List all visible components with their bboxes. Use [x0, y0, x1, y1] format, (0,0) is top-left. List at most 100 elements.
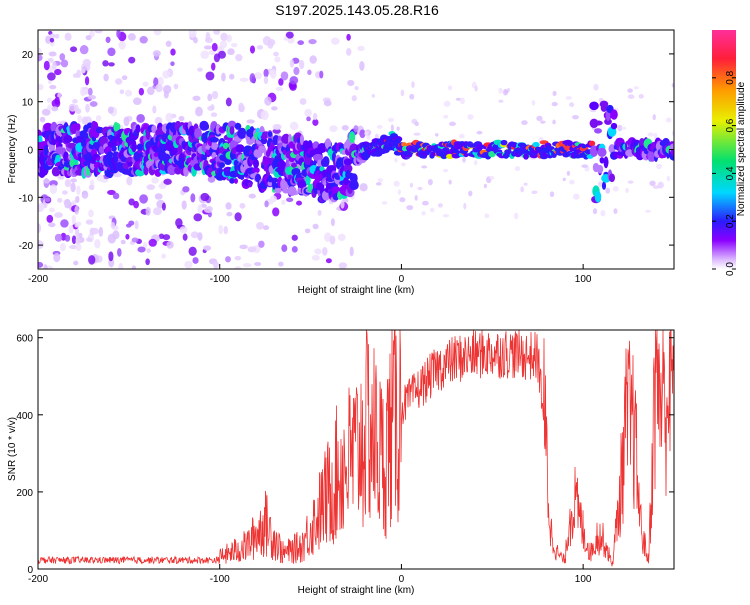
spectrogram-cell: [297, 180, 307, 189]
spectrogram-y-tick-label: 20: [22, 50, 34, 61]
spectrogram-noise-cell: [38, 47, 42, 54]
spectrogram-noise-cell: [69, 244, 78, 250]
spectrogram-noise-cell: [118, 40, 126, 50]
snr-y-tick-label: 200: [16, 488, 33, 499]
spectrogram-noise-cell: [274, 56, 281, 63]
spectrogram-noise-cell: [264, 200, 269, 208]
spectrogram-noise-cell: [503, 88, 508, 96]
spectrogram-noise-cell: [381, 201, 388, 205]
spectrogram-noise-cell: [80, 68, 86, 74]
spectrogram-noise-cell: [225, 97, 232, 107]
spectrogram-noise-cell: [234, 212, 242, 222]
spectrogram-noise-cell: [205, 71, 215, 81]
spectrogram-noise-cell: [467, 114, 474, 120]
spectrogram-cell: [75, 123, 81, 131]
spectrogram-noise-cell: [59, 242, 66, 252]
spectrogram-noise-cell: [223, 225, 228, 235]
spectrogram-noise-cell: [88, 255, 96, 265]
spectrogram-noise-cell: [377, 178, 383, 183]
spectrogram-noise-cell: [593, 83, 599, 91]
spectrogram-noise-cell: [131, 237, 139, 243]
spectrogram-x-tick-label: -200: [28, 274, 48, 285]
spectrogram-noise-cell: [264, 96, 272, 106]
spectrogram-noise-cell: [148, 238, 157, 247]
spectrogram-cell: [593, 120, 603, 126]
spectrogram-noise-cell: [190, 231, 199, 239]
spectrogram-noise-cell: [47, 104, 52, 111]
colorbar-tick-label: 0.6: [725, 118, 736, 132]
spectrogram-noise-cell: [246, 119, 255, 124]
colorbar-tick-label: 0.0: [725, 262, 736, 276]
spectrogram-noise-cell: [613, 208, 618, 215]
snr-x-tick-label: 0: [399, 574, 405, 585]
spectrogram-noise-cell: [123, 116, 130, 127]
spectrogram-noise-cell: [390, 124, 394, 132]
spectrogram-noise-cell: [116, 30, 121, 39]
spectrogram-noise-cell: [71, 214, 77, 225]
spectrogram-noise-cell: [286, 197, 294, 203]
spectrogram-cell: [599, 100, 609, 108]
spectrogram-noise-cell: [166, 241, 174, 249]
spectrogram-noise-cell: [283, 36, 288, 41]
spectrogram-noise-cell: [182, 233, 188, 241]
spectrogram-noise-cell: [235, 54, 243, 62]
spectrogram-cell: [350, 174, 358, 186]
spectrogram-noise-cell: [376, 124, 383, 129]
spectrogram-cell: [174, 166, 182, 175]
spectrogram-x-tick-label: 100: [575, 274, 592, 285]
spectrogram-cell: [446, 153, 454, 159]
spectrogram-noise-cell: [400, 162, 406, 167]
spectrogram-noise-cell: [179, 226, 188, 234]
spectrogram-noise-cell: [627, 88, 633, 93]
spectrogram-noise-cell: [153, 30, 162, 36]
spectrogram-x-tick-label: 0: [399, 274, 405, 285]
spectrogram-noise-cell: [671, 130, 674, 136]
spectrogram-noise-cell: [289, 121, 299, 131]
spectrogram-cell: [322, 156, 330, 168]
spectrogram-noise-cell: [51, 61, 57, 70]
spectrogram-noise-cell: [474, 85, 478, 92]
spectrogram-noise-cell: [43, 263, 48, 269]
spectrogram-noise-cell: [421, 200, 429, 206]
spectrogram-cell: [135, 124, 141, 134]
spectrogram-noise-cell: [287, 36, 295, 44]
spectrogram-noise-cell: [190, 193, 196, 203]
spectrogram-noise-cell: [193, 37, 198, 44]
spectrogram-noise-cell: [572, 193, 580, 200]
spectrogram-noise-cell: [107, 47, 116, 57]
spectrogram-cell: [258, 145, 266, 154]
spectrogram-cell: [287, 186, 297, 196]
spectrogram-cell: [603, 156, 609, 169]
spectrogram-noise-cell: [312, 118, 319, 126]
spectrogram-noise-cell: [345, 48, 352, 56]
spectrogram-noise-cell: [213, 30, 221, 35]
spectrogram-noise-cell: [112, 192, 120, 200]
spectrogram-noise-cell: [311, 254, 320, 261]
spectrogram-noise-cell: [413, 132, 421, 136]
spectrogram-cell: [235, 144, 245, 153]
snr-y-tick-label: 0: [27, 565, 33, 576]
spectrogram-noise-cell: [96, 174, 105, 182]
spectrogram-noise-cell: [53, 252, 61, 263]
spectrogram-cell: [566, 140, 574, 147]
spectrogram-noise-cell: [162, 85, 172, 94]
spectrogram-noise-cell: [249, 73, 256, 83]
spectrogram-noise-cell: [108, 62, 115, 67]
colorbar-label: Normalized spectral amplitude: [736, 81, 747, 216]
spectrogram-noise-cell: [118, 262, 124, 269]
spectrogram-noise-cell: [323, 100, 332, 107]
spectrogram-noise-cell: [79, 45, 89, 55]
spectrogram-noise-cell: [43, 178, 51, 184]
spectrogram-noise-cell: [281, 244, 288, 253]
spectrogram-noise-cell: [49, 180, 58, 187]
spectrogram-cell: [589, 101, 599, 111]
snr-x-tick-label: -200: [28, 574, 48, 585]
spectrogram-noise-cell: [132, 97, 142, 106]
spectrogram-noise-cell: [173, 83, 179, 90]
spectrogram-noise-cell: [263, 68, 269, 78]
spectrogram-cell: [610, 109, 618, 120]
spectrogram-noise-cell: [203, 206, 213, 214]
spectrogram-noise-cell: [298, 59, 305, 70]
spectrogram-noise-cell: [307, 69, 312, 75]
spectrogram-noise-cell: [81, 190, 89, 199]
